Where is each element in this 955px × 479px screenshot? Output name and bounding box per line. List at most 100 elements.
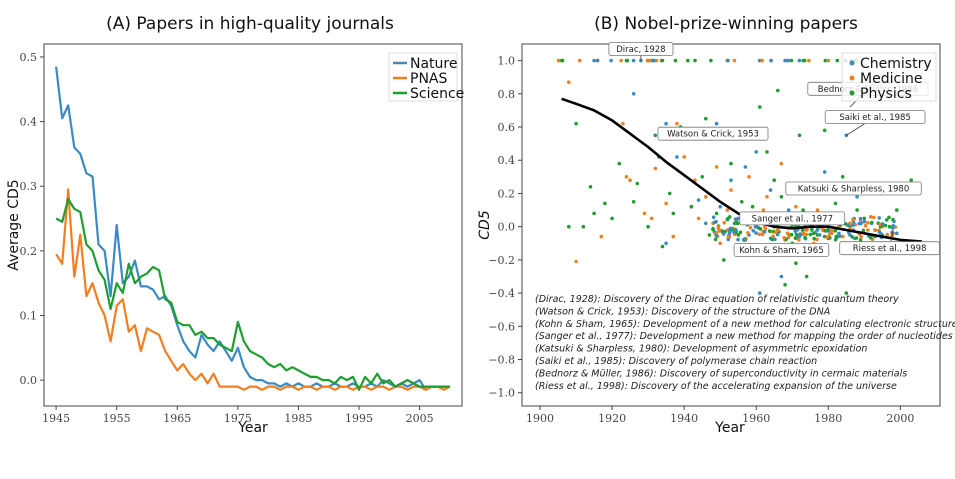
point-medicine: [628, 178, 632, 182]
point-chemistry: [754, 150, 758, 154]
point-physics: [625, 58, 630, 63]
point-physics: [772, 178, 776, 182]
point-physics: [740, 200, 744, 204]
point-physics: [779, 195, 784, 199]
point-medicine: [779, 161, 784, 166]
panel-b-ytick-label: 0.4: [498, 154, 516, 167]
point-chemistry: [862, 219, 867, 224]
point-chemistry: [797, 58, 802, 63]
point-physics: [868, 236, 873, 240]
panel-b-xtick-label: 1900: [526, 412, 554, 425]
point-physics: [794, 232, 799, 237]
panel-b-ytick-label: −0.4: [488, 287, 515, 300]
series-line-nature: [55, 66, 450, 391]
point-physics: [727, 215, 732, 219]
annotation-box: [608, 42, 674, 56]
panel-a-title: (A) Papers in high-quality journals: [106, 14, 394, 34]
panel-b-ytick-label: 0.8: [498, 88, 516, 101]
series-line-pnas: [55, 188, 451, 391]
point-physics: [776, 88, 780, 93]
panel-a-ytick-label: 0.1: [20, 310, 38, 323]
point-chemistry: [609, 58, 613, 63]
panel-a-xtick-label: 2005: [406, 412, 434, 425]
point-physics: [750, 204, 755, 209]
point-chemistry: [754, 231, 758, 235]
panel-b-ytick-label: −0.6: [488, 320, 515, 333]
annotation-box: [839, 241, 940, 256]
panel-b-legend-box: [841, 52, 937, 102]
point-physics: [822, 234, 827, 239]
panel-b-xtick-label: 1920: [598, 412, 626, 425]
point-medicine: [771, 234, 775, 238]
point-medicine: [714, 165, 719, 169]
point-chemistry: [768, 188, 773, 192]
point-chemistry: [631, 92, 636, 96]
point-medicine: [785, 231, 790, 236]
point-physics: [700, 175, 704, 179]
panel-a-xtick-label: 1995: [345, 412, 373, 425]
point-medicine: [848, 221, 852, 226]
point-physics: [765, 150, 769, 154]
point-chemistry: [743, 165, 748, 169]
point-physics: [801, 208, 805, 212]
point-physics: [789, 58, 794, 63]
point-medicine: [747, 175, 751, 179]
point-medicine: [621, 121, 625, 126]
point-chemistry: [769, 58, 773, 63]
point-physics: [653, 133, 658, 138]
annotation-box: [785, 181, 922, 196]
point-medicine: [827, 232, 832, 236]
panel-b-xtick-label: 1940: [670, 412, 698, 425]
point-physics: [631, 200, 636, 204]
legend-medicine: Medicine: [860, 71, 923, 87]
panel-a-ytick-label: 0.4: [20, 116, 38, 129]
point-chemistry: [751, 229, 756, 233]
point-chemistry: [822, 170, 827, 174]
point-chemistry: [855, 195, 859, 199]
point-physics: [833, 201, 838, 206]
point-medicine: [567, 80, 571, 84]
panel-a-ylabel: Average CD5: [6, 179, 22, 270]
point-chemistry: [762, 229, 767, 234]
point-physics: [797, 133, 802, 138]
point-physics: [812, 236, 816, 241]
note-line: (Bednorz & Müller, 1986): Discovery of s…: [535, 368, 907, 379]
point-chemistry: [891, 224, 895, 228]
legend-physics: Physics: [860, 86, 912, 102]
point-chemistry: [714, 121, 719, 126]
point-medicine: [885, 232, 890, 237]
point-physics: [883, 223, 888, 228]
point-physics: [635, 181, 640, 186]
trend-line: [561, 97, 923, 243]
point-medicine: [716, 225, 721, 229]
point-physics: [671, 211, 676, 216]
panel-a-xtick-label: 1985: [284, 412, 312, 425]
point-physics: [833, 238, 838, 242]
point-medicine: [675, 121, 679, 126]
point-physics: [646, 224, 650, 229]
point-physics: [660, 244, 665, 249]
panel-b: (B) Nobel-prize-winning papers Dirac, 19…: [477, 14, 955, 436]
point-physics: [758, 105, 762, 109]
point-physics: [909, 178, 913, 182]
point-medicine: [645, 58, 650, 63]
point-physics: [660, 58, 665, 63]
point-chemistry: [817, 233, 822, 237]
point-medicine: [696, 216, 701, 221]
point-chemistry: [733, 217, 738, 221]
point-medicine: [599, 234, 604, 239]
point-chemistry: [758, 291, 762, 295]
panel-b-ytick-label: 0.6: [498, 121, 516, 134]
point-medicine: [859, 235, 863, 239]
point-chemistry: [753, 225, 758, 229]
point-chemistry: [726, 58, 730, 63]
point-medicine: [642, 211, 647, 216]
point-physics: [567, 224, 571, 229]
point-medicine: [653, 166, 658, 171]
annotation-box: [733, 242, 830, 257]
point-physics: [758, 227, 763, 231]
point-physics: [826, 228, 831, 232]
panel-a-xtick-label: 1945: [42, 412, 70, 425]
point-medicine: [765, 195, 769, 199]
note-line: (Riess et al., 1998): Discovery of the a…: [535, 381, 897, 392]
